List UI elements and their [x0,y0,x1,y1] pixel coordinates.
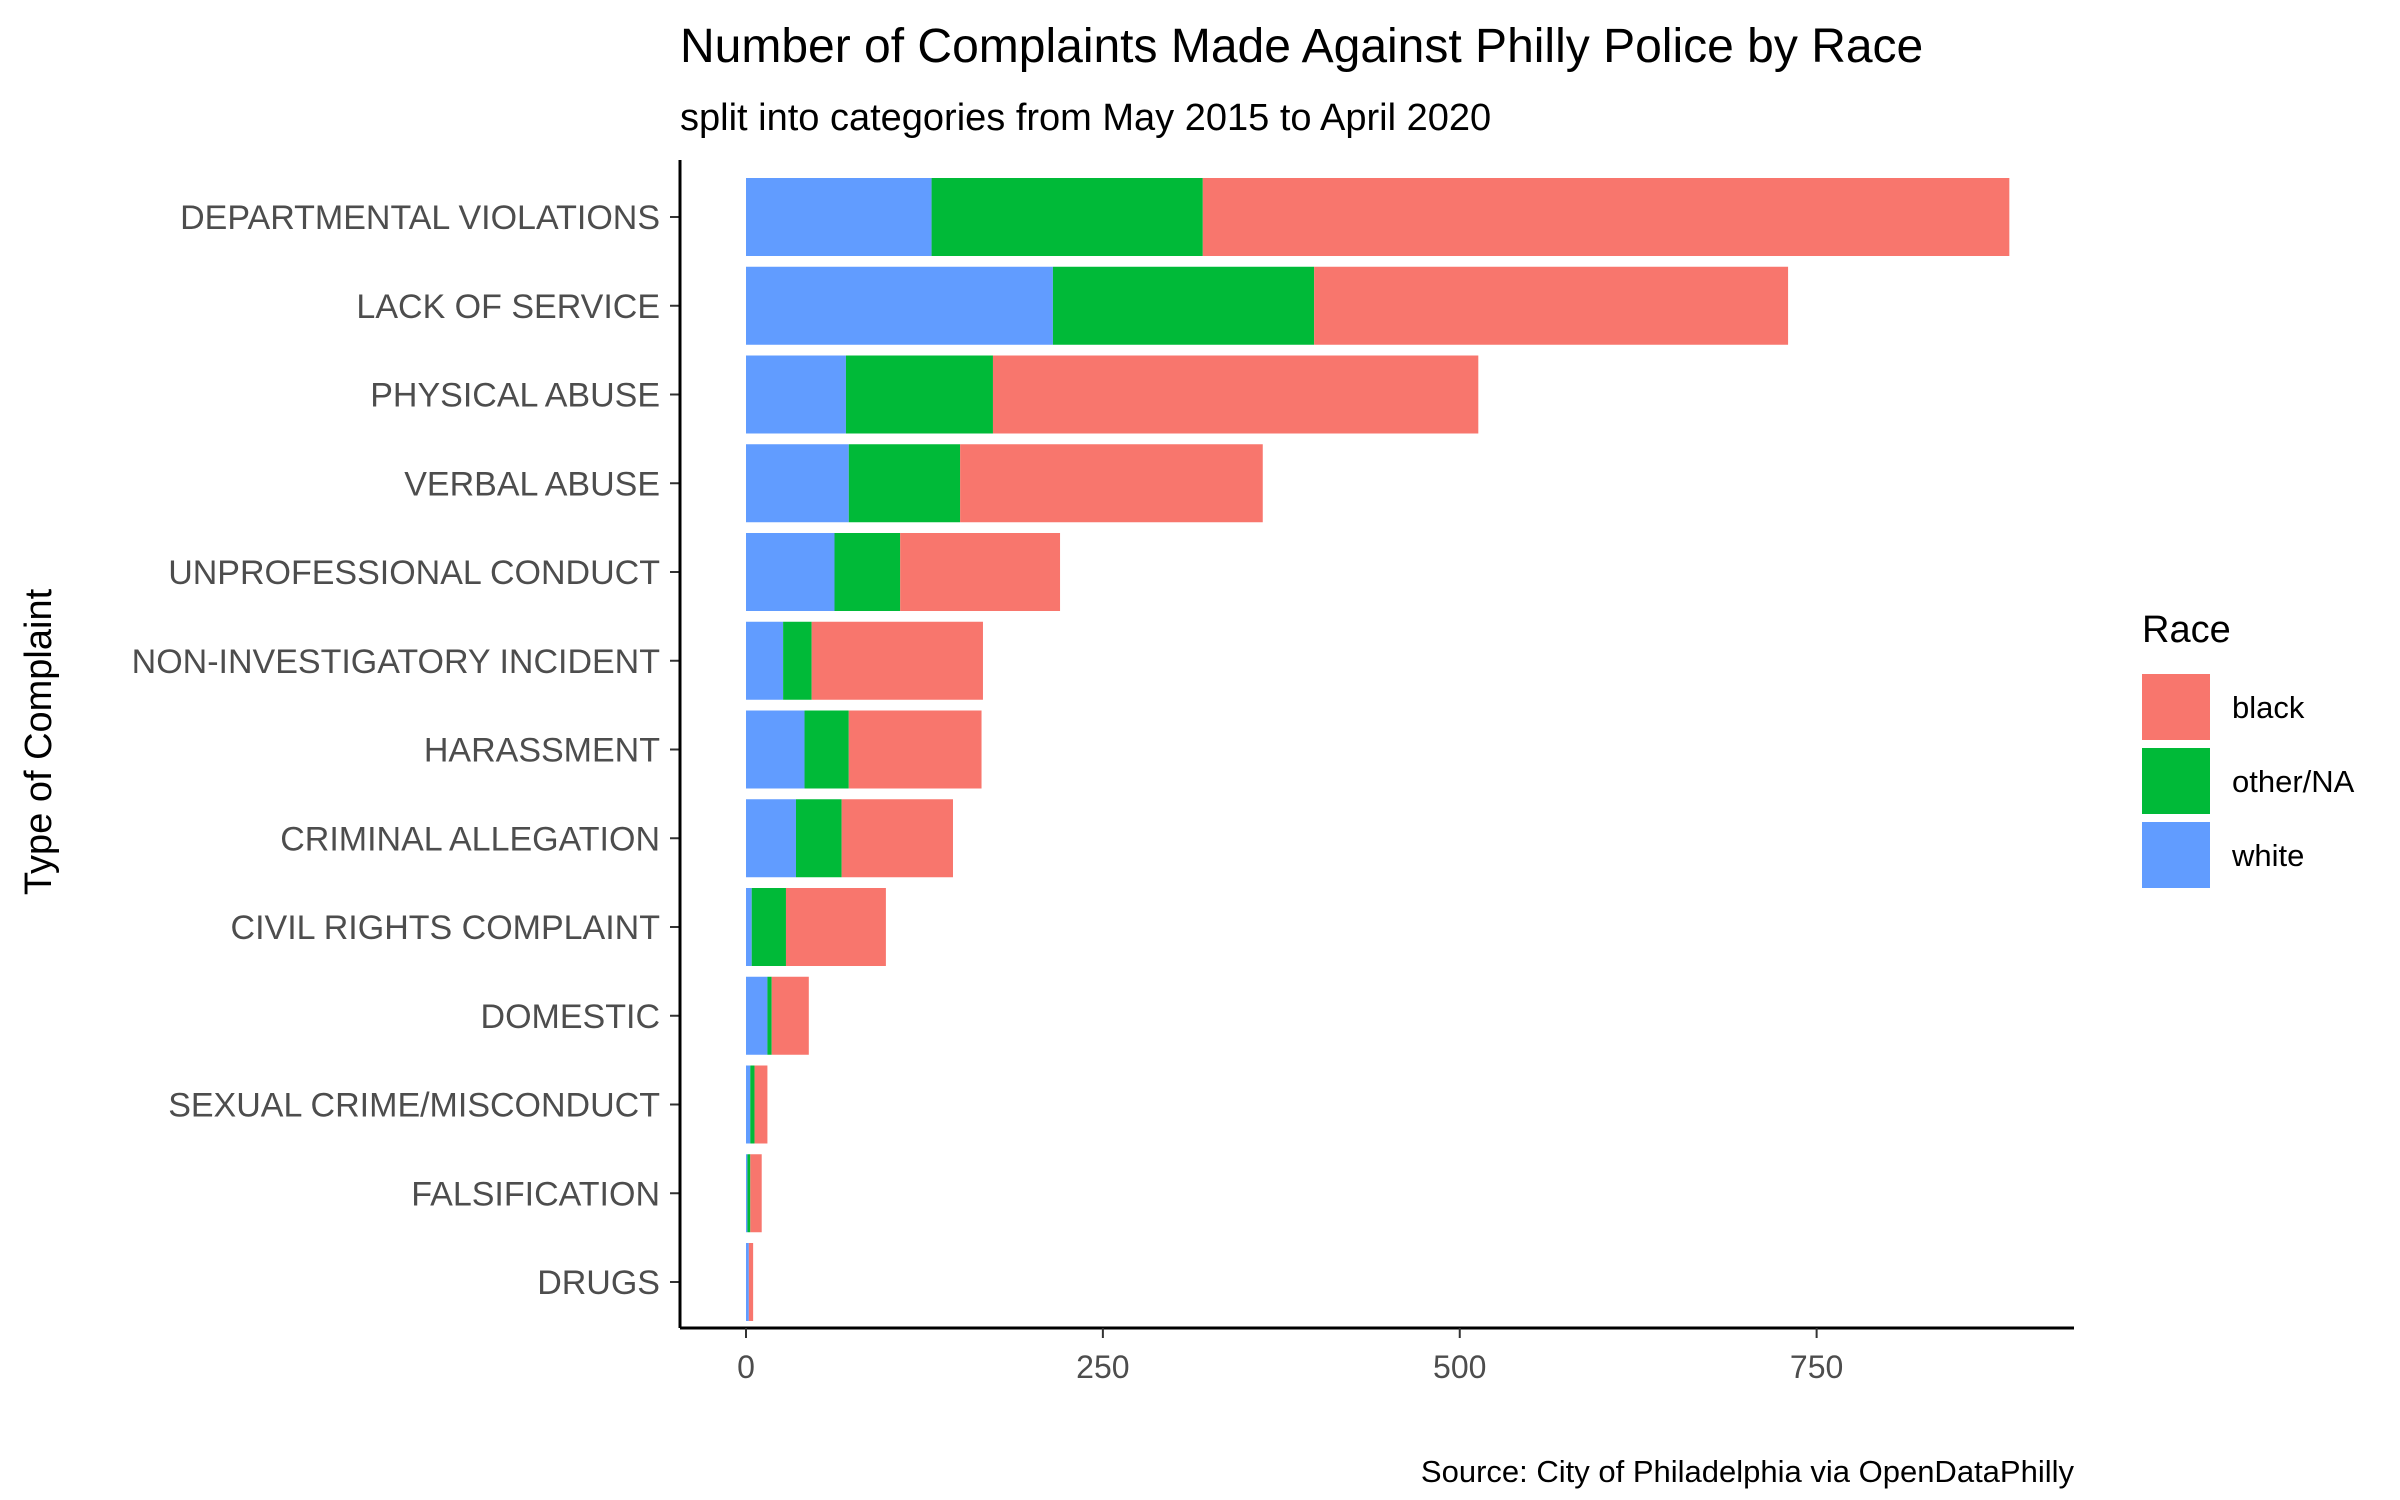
bar-non-investigatory-incident-white [746,621,784,700]
axes: 0 250 500 750 [670,160,2074,1385]
y-tick-label: NON-INVESTIGATORY INCIDENT [132,643,660,681]
bar-unprofessional-conduct-white [746,533,835,611]
bar-verbal-abuse-white [746,444,849,523]
legend-label-black: black [2232,690,2305,725]
y-tick-label: LACK OF SERVICE [356,288,660,326]
bar-criminal-allegation-white [746,799,796,878]
bar-domestic-white [746,976,768,1055]
y-tick-label: FALSIFICATION [411,1175,660,1213]
legend-swatch-black [2142,674,2210,740]
bar-harassment-white [746,710,805,789]
y-tick-label: DRUGS [537,1264,660,1302]
bar-harassment-black [848,710,982,789]
bar-departmental-violations-other-na [931,178,1203,256]
category-labels: DEPARTMENTAL VIOLATIONS LACK OF SERVICE PH… [132,199,660,1302]
y-tick-label: HARASSMENT [424,732,660,770]
bar-non-investigatory-incident-other-na [783,621,812,700]
legend-title: Race [2142,609,2231,651]
y-tick-label: CIVIL RIGHTS COMPLAINT [231,909,660,947]
bar-physical-abuse-black [992,355,1479,434]
bar-drugs-white [746,1243,749,1321]
bar-lack-of-service-other-na [1052,266,1315,345]
bar-sexual-crime-misconduct-other-na [750,1065,755,1144]
bar-sexual-crime-misconduct-white [746,1065,751,1144]
bar-departmental-violations-black [1202,178,2010,256]
y-tick-label: CRIMINAL ALLEGATION [280,820,660,858]
legend-swatch-other-na [2142,748,2210,814]
bar-falsification-black [750,1154,762,1233]
legend-label-other-na: other/NA [2232,764,2355,799]
bar-criminal-allegation-black [841,799,953,878]
chart-caption: Source: City of Philadelphia via OpenDat… [1421,1454,2075,1489]
legend: black other/NA white [2142,674,2355,888]
bar-verbal-abuse-black [960,444,1263,523]
legend-swatch-white [2142,822,2210,888]
x-tick-label: 250 [1076,1349,1129,1385]
bar-civil-rights-complaint-black [785,888,886,966]
y-tick-label: DEPARTMENTAL VIOLATIONS [180,199,660,237]
bar-departmental-violations-white [746,178,932,256]
chart-title: Number of Complaints Made Against Philly… [680,20,1923,73]
bar-verbal-abuse-other-na [848,444,961,523]
bar-lack-of-service-black [1314,266,1789,345]
bar-drugs-black [748,1243,754,1321]
y-tick-label: VERBAL ABUSE [404,465,660,503]
y-tick-label: DOMESTIC [481,998,660,1036]
bar-unprofessional-conduct-other-na [834,533,901,611]
bar-physical-abuse-white [746,355,846,434]
bar-harassment-other-na [804,710,849,789]
y-tick-label: UNPROFESSIONAL CONDUCT [168,554,660,592]
x-tick-label: 0 [737,1349,755,1385]
y-tick-label: PHYSICAL ABUSE [370,377,660,415]
bars-layer [746,178,2010,1321]
chart-subtitle: split into categories from May 2015 to A… [680,97,1491,139]
bar-sexual-crime-misconduct-black [754,1065,768,1144]
x-tick-label: 500 [1433,1349,1486,1385]
bar-non-investigatory-incident-black [811,621,983,700]
y-axis-title: Type of Complaint [18,588,60,895]
bar-civil-rights-complaint-white [746,888,752,966]
y-tick-label: SEXUAL CRIME/MISCONDUCT [168,1087,660,1125]
bar-domestic-black [771,976,809,1055]
bar-unprofessional-conduct-black [900,533,1061,611]
bar-falsification-white [746,1154,748,1233]
bar-criminal-allegation-other-na [795,799,842,878]
bar-civil-rights-complaint-other-na [751,888,786,966]
bar-falsification-other-na [747,1154,751,1233]
bar-lack-of-service-white [746,266,1053,345]
legend-label-white: white [2231,838,2304,873]
bar-domestic-other-na [767,976,772,1055]
bar-physical-abuse-other-na [845,355,993,434]
x-tick-label: 750 [1790,1349,1843,1385]
